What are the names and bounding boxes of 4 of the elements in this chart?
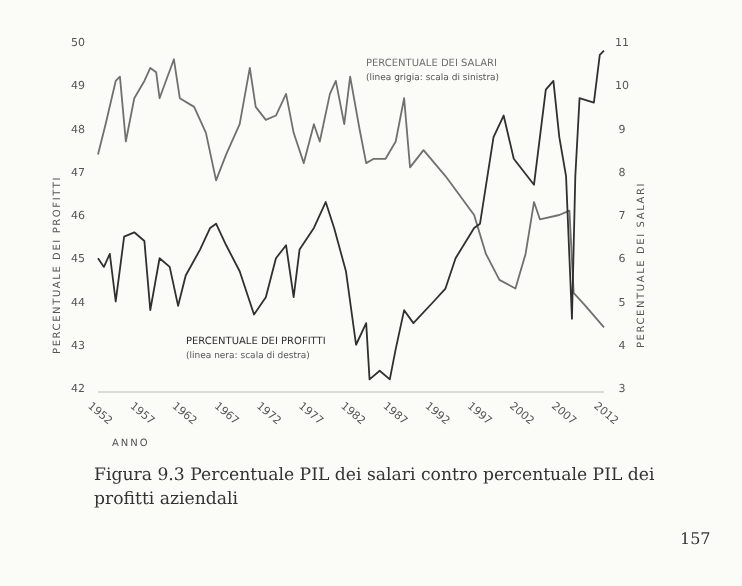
text: Figura 9.3 Percentuale PIL dei salari contro percentuale PIL dei profitti aziendali [94, 466, 655, 510]
line-series [97, 49, 605, 381]
line-series [97, 58, 605, 329]
text: 157 [680, 530, 711, 548]
